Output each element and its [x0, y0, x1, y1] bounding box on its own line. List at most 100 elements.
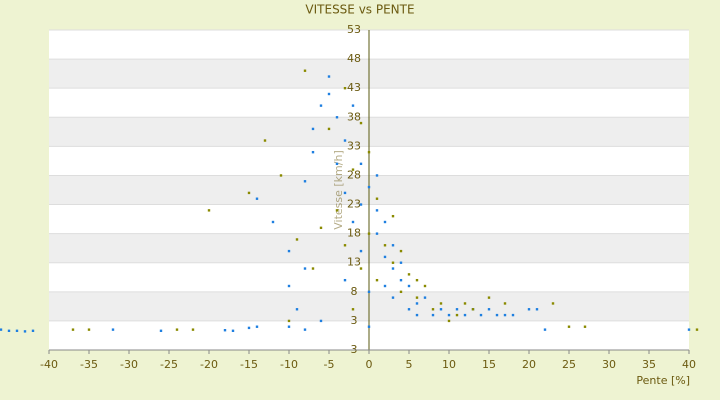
- point: [295, 308, 299, 311]
- point: [399, 261, 403, 264]
- point: [303, 69, 307, 72]
- point: [335, 162, 339, 166]
- point: [343, 191, 347, 195]
- point: [343, 86, 347, 90]
- point: [487, 308, 491, 311]
- point: [359, 249, 363, 253]
- point: [423, 296, 427, 299]
- point: [327, 92, 331, 96]
- x-tick-label: 30: [602, 358, 616, 371]
- x-tick-label: 15: [482, 358, 496, 371]
- point: [415, 278, 419, 282]
- point: [327, 75, 331, 78]
- point: [223, 329, 227, 332]
- point: [375, 209, 379, 212]
- point: [463, 302, 467, 305]
- y-tick-label: 33: [347, 139, 361, 152]
- x-tick-label: -30: [120, 358, 138, 371]
- point: [391, 261, 395, 264]
- point: [695, 328, 699, 331]
- point: [359, 162, 363, 166]
- x-tick-label: -15: [240, 358, 258, 371]
- point: [287, 319, 291, 323]
- x-tick-label: -35: [80, 358, 98, 371]
- y-tick-label: 8: [351, 285, 358, 298]
- point: [255, 197, 259, 200]
- point: [255, 325, 259, 328]
- point: [399, 249, 403, 253]
- y-tick-label: 53: [347, 23, 361, 36]
- point: [191, 328, 195, 331]
- y-tick-label: 28: [347, 168, 361, 181]
- point: [399, 290, 403, 294]
- point: [391, 214, 395, 218]
- point: [31, 329, 35, 332]
- point: [439, 308, 443, 311]
- point: [311, 267, 315, 270]
- point: [159, 329, 163, 332]
- point: [367, 325, 371, 328]
- point: [335, 116, 339, 119]
- point: [311, 127, 315, 131]
- point: [407, 273, 411, 276]
- point: [287, 249, 291, 253]
- point: [503, 302, 507, 305]
- point: [271, 220, 275, 224]
- point: [359, 121, 363, 125]
- y-tick-label: 23: [347, 198, 361, 211]
- x-tick-label: 0: [366, 358, 373, 371]
- point: [71, 328, 75, 331]
- x-tick-label: 20: [522, 358, 536, 371]
- point: [431, 313, 435, 317]
- point: [495, 313, 499, 317]
- x-tick-label: -20: [200, 358, 218, 371]
- point: [391, 296, 395, 299]
- point: [359, 267, 363, 270]
- point: [375, 197, 379, 200]
- point: [367, 150, 371, 154]
- point: [415, 313, 419, 317]
- point: [295, 238, 299, 241]
- y-tick-label: 3: [351, 314, 358, 327]
- point: [383, 220, 387, 224]
- x-axis-title: Pente [%]: [636, 374, 690, 387]
- point: [511, 313, 515, 317]
- point: [455, 308, 459, 311]
- point: [367, 232, 371, 235]
- point: [111, 328, 115, 331]
- point: [319, 226, 323, 230]
- point: [423, 284, 427, 288]
- point: [375, 232, 379, 235]
- point: [287, 284, 291, 288]
- point: [351, 308, 355, 311]
- point: [311, 150, 315, 154]
- point: [543, 328, 547, 331]
- point: [503, 313, 507, 317]
- point: [567, 325, 571, 328]
- x-tick-label: 10: [442, 358, 456, 371]
- point: [247, 191, 251, 195]
- point: [447, 313, 451, 317]
- point: [687, 328, 691, 331]
- point: [375, 278, 379, 282]
- point: [343, 244, 347, 247]
- point: [343, 139, 347, 142]
- point: [207, 209, 211, 212]
- point: [383, 255, 387, 259]
- point: [367, 185, 371, 189]
- point: [367, 290, 371, 294]
- point: [7, 329, 11, 332]
- point: [431, 308, 435, 311]
- point: [415, 302, 419, 305]
- point: [535, 308, 539, 311]
- point: [407, 284, 411, 288]
- point: [455, 313, 459, 317]
- point: [447, 319, 451, 323]
- point: [343, 278, 347, 282]
- chart-title: VITESSE vs PENTE: [305, 3, 414, 17]
- point: [87, 328, 91, 331]
- point: [351, 104, 355, 107]
- x-tick-label: -10: [280, 358, 298, 371]
- y-tick-label: 18: [347, 227, 361, 240]
